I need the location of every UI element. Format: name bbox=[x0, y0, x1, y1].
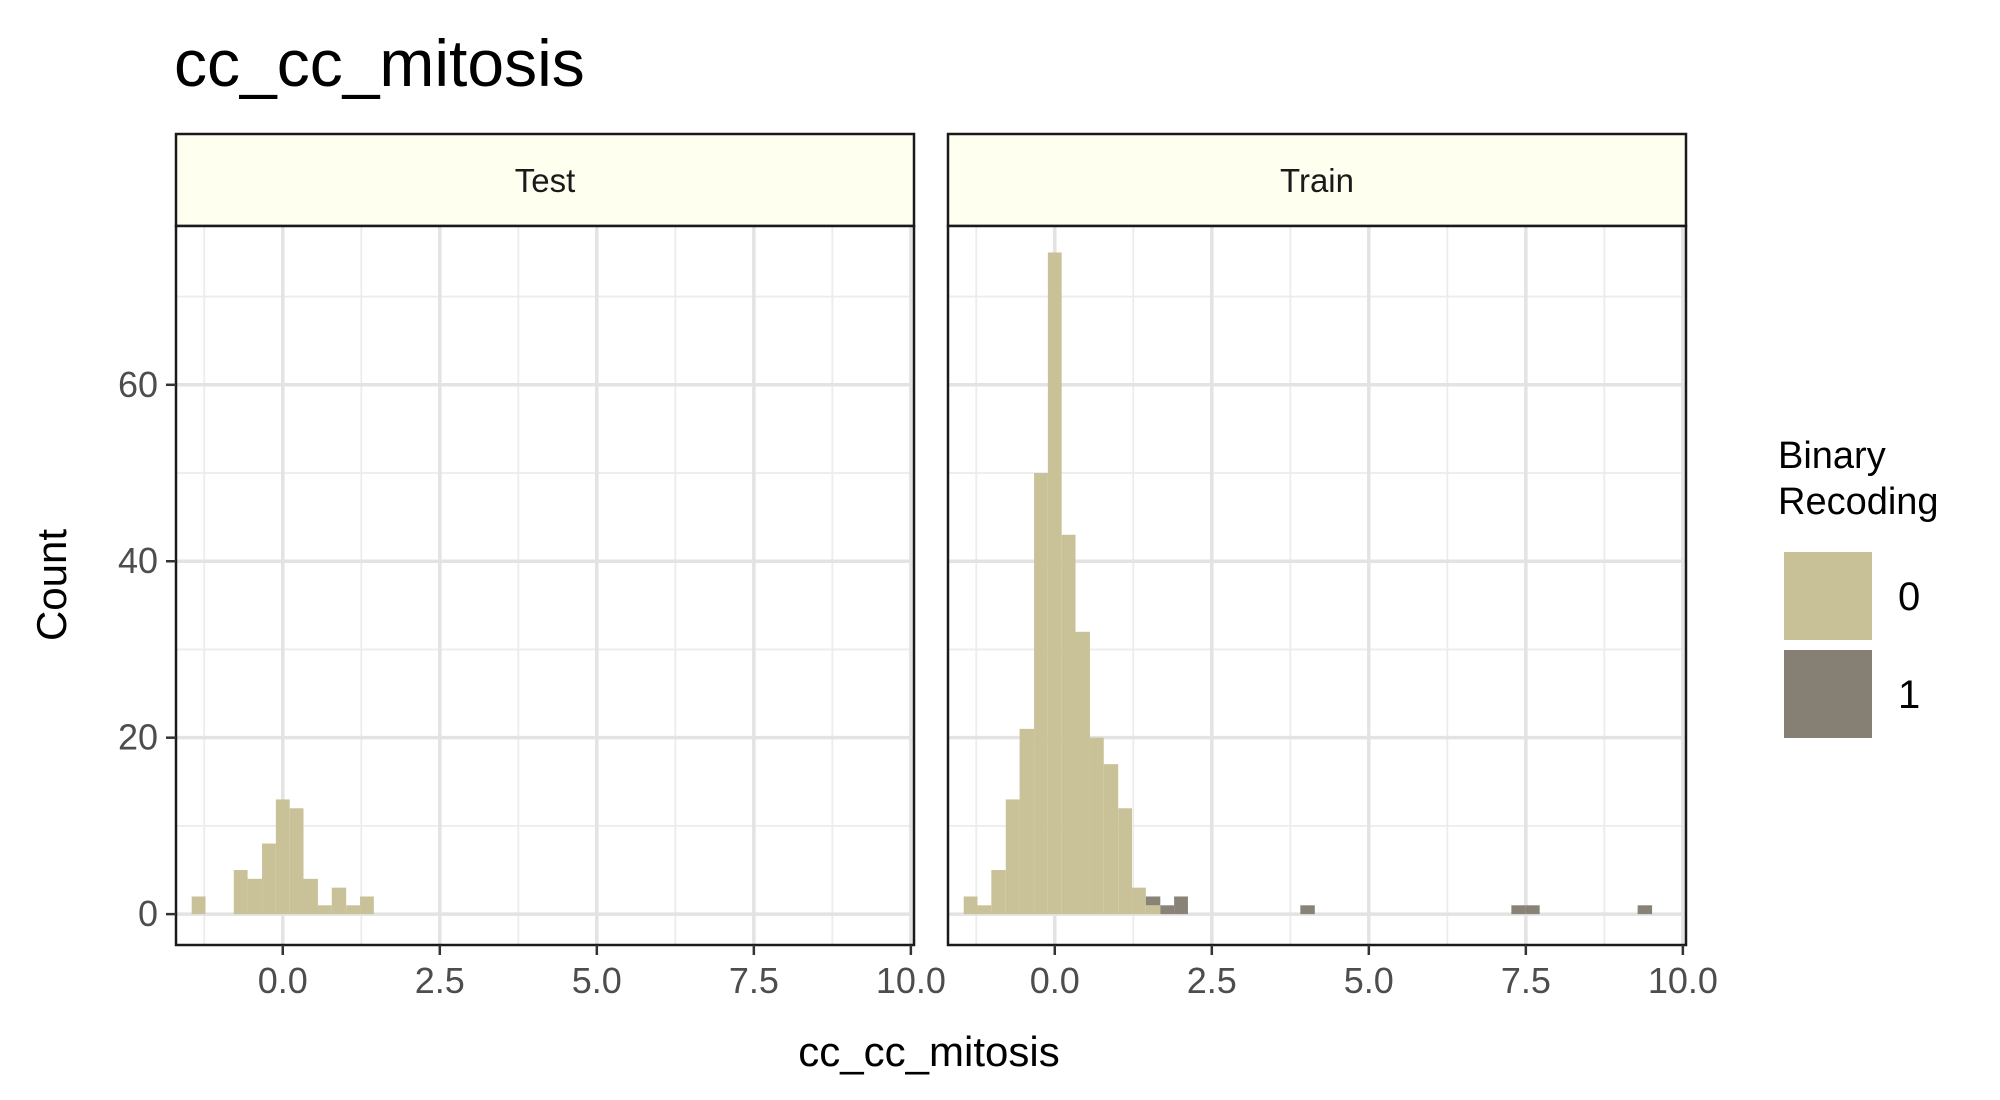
legend-title-line: Binary bbox=[1778, 435, 1886, 477]
x-tick-label: 0.0 bbox=[258, 960, 308, 1001]
histogram-bar-series-0 bbox=[303, 878, 318, 915]
facet-strip bbox=[174, 132, 916, 228]
x-tick-label: 5.0 bbox=[572, 960, 622, 1001]
histogram-bar-series-0 bbox=[247, 878, 263, 915]
histogram-bar-series-0 bbox=[1075, 631, 1090, 915]
histogram-bar-series-0 bbox=[1019, 728, 1035, 915]
legend-key-1 bbox=[1784, 650, 1872, 738]
x-tick-label: 2.5 bbox=[1187, 960, 1237, 1001]
histogram-bar-series-0 bbox=[275, 799, 290, 915]
histogram-bar-series-1 bbox=[1160, 905, 1175, 915]
histogram-bar-series-1 bbox=[1511, 905, 1526, 915]
histogram-bar-series-0 bbox=[1089, 737, 1104, 915]
histogram-bar-series-0 bbox=[1145, 905, 1161, 915]
histogram-bar-series-1 bbox=[1637, 905, 1653, 915]
histogram-bar-series-0 bbox=[262, 843, 276, 915]
chart-title: cc_cc_mitosis bbox=[174, 26, 585, 100]
facet-strip bbox=[946, 132, 1688, 228]
histogram-bar-series-0 bbox=[1061, 534, 1076, 915]
histogram-bar-series-0 bbox=[991, 870, 1006, 915]
histogram-bar-series-1 bbox=[1145, 896, 1161, 906]
histogram-bar-series-0 bbox=[233, 870, 248, 915]
x-tick-label: 2.5 bbox=[415, 960, 465, 1001]
x-tick-label: 0.0 bbox=[1030, 960, 1080, 1001]
histogram-bar-series-0 bbox=[963, 896, 978, 915]
histogram-bar-series-0 bbox=[360, 896, 374, 915]
facet-test: Test 0.0 2.5 5.0 7.5 10.0 0 20 40 60 bbox=[118, 132, 946, 1001]
legend-title-line: Recoding bbox=[1778, 481, 1939, 523]
histogram-bar-series-0 bbox=[1118, 808, 1133, 915]
y-axis-title: Count bbox=[28, 529, 75, 641]
facet-strip-label: Test bbox=[515, 162, 576, 199]
x-tick-label: 5.0 bbox=[1344, 960, 1394, 1001]
x-axis-title: cc_cc_mitosis bbox=[798, 1028, 1059, 1075]
histogram-bar-series-0 bbox=[331, 887, 347, 915]
histogram-bar-series-0 bbox=[191, 896, 206, 915]
histogram-bar-series-0 bbox=[1103, 764, 1119, 915]
histogram-bar-series-1 bbox=[1300, 905, 1315, 915]
legend-key-0 bbox=[1784, 552, 1872, 640]
y-tick-label: 0 bbox=[138, 893, 158, 934]
y-tick-label: 20 bbox=[118, 717, 158, 758]
histogram-bar-series-0 bbox=[1034, 473, 1048, 915]
histogram-bar-series-0 bbox=[289, 808, 304, 915]
legend-label: 0 bbox=[1898, 575, 1920, 619]
legend-label: 1 bbox=[1898, 673, 1920, 717]
x-tick-label: 10.0 bbox=[1648, 960, 1718, 1001]
histogram-bar-series-0 bbox=[1047, 252, 1062, 915]
facet-train: Train 0.0 2.5 5.0 7.5 10.0 bbox=[946, 132, 1718, 1001]
facet-strip-label: Train bbox=[1280, 162, 1354, 199]
histogram-bar-series-0 bbox=[1005, 799, 1020, 915]
x-tick-label: 7.5 bbox=[729, 960, 779, 1001]
legend-title: Binary Recoding bbox=[1778, 435, 1939, 523]
facet-panels: Test 0.0 2.5 5.0 7.5 10.0 0 20 40 60 Train 0.0 2.5 5.… bbox=[118, 132, 1718, 1001]
x-tick-label: 7.5 bbox=[1501, 960, 1551, 1001]
panel-border bbox=[174, 224, 916, 947]
histogram-bar-series-1 bbox=[1174, 896, 1188, 915]
histogram-bar-series-1 bbox=[1525, 905, 1540, 915]
legend: Binary Recoding 0 1 bbox=[1778, 435, 1939, 738]
x-tick-label: 10.0 bbox=[876, 960, 946, 1001]
histogram-bar-series-0 bbox=[977, 905, 992, 915]
y-tick-label: 60 bbox=[118, 364, 158, 405]
histogram-bar-series-0 bbox=[346, 905, 361, 915]
histogram-bar-series-0 bbox=[1132, 887, 1146, 915]
histogram-bar-series-0 bbox=[317, 905, 332, 915]
y-tick-label: 40 bbox=[118, 540, 158, 581]
panel-border bbox=[946, 224, 1688, 947]
